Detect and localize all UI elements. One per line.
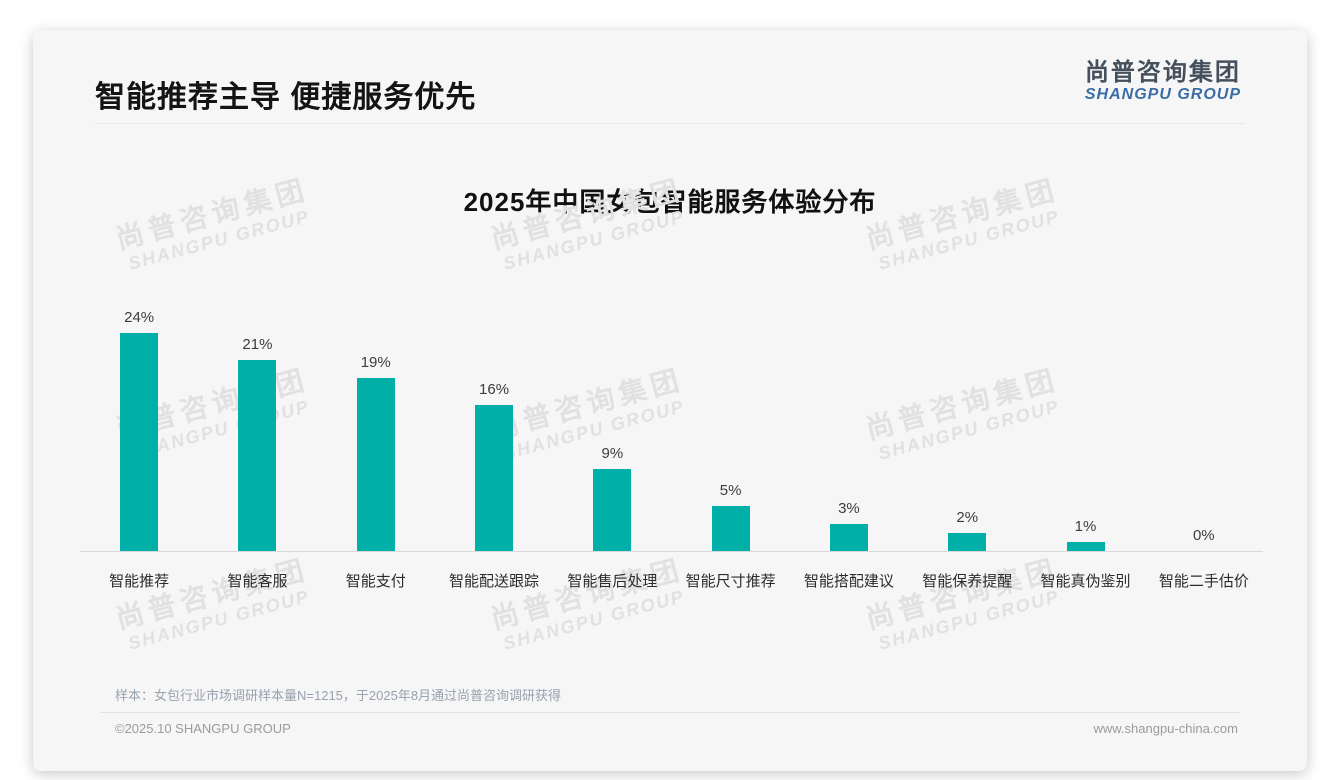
bar [356, 378, 395, 551]
category-label: 智能支付 [345, 573, 406, 590]
company-logo: 尚普咨询集团 SHANGPU GROUP [1084, 59, 1241, 104]
bar [475, 405, 514, 551]
category-label: 智能配送跟踪 [449, 573, 540, 590]
bar-column: 9% [553, 300, 671, 551]
logo-chinese-text: 尚普咨询集团 [1084, 59, 1241, 86]
bar-column: 16% [435, 300, 553, 551]
bar [1066, 541, 1105, 551]
plot-area: 24% 21% 19% 16% 9% 5% 3% 2% 1% 0% [80, 300, 1263, 552]
bar [120, 332, 159, 551]
bar [593, 469, 632, 551]
bar [711, 505, 750, 551]
category-label: 智能尺寸推荐 [685, 573, 776, 590]
copyright-text: ©2025.10 SHANGPU GROUP [115, 721, 291, 736]
bar-value-label: 1% [1074, 517, 1097, 535]
logo-english-text: SHANGPU GROUP [1084, 86, 1241, 104]
bar-column: 19% [317, 300, 435, 551]
category-label: 智能售后处理 [567, 573, 658, 590]
bar-value-label: 16% [479, 381, 510, 399]
bar-value-label: 9% [601, 445, 624, 463]
page-title: 智能推荐主导 便捷服务优先 [95, 81, 477, 114]
category-label: 智能搭配建议 [803, 573, 894, 590]
bar-column: 21% [198, 300, 316, 551]
category-label: 智能保养提醒 [922, 573, 1013, 590]
bar-value-label: 3% [838, 499, 860, 517]
bar [948, 532, 987, 551]
sample-note: 样本：女包行业市场调研样本量N=1215，于2025年8月通过尚普咨询调研获得 [115, 688, 562, 703]
x-axis-labels: 智能推荐 智能客服 智能支付 智能配送跟踪 智能售后处理 智能尺寸推荐 智能搭配建议 智能保养… [80, 570, 1263, 591]
bar-value-label: 0% [1192, 527, 1215, 544]
bar-value-label: 24% [124, 308, 155, 326]
bar [238, 359, 277, 551]
bar-column: 24% [80, 300, 198, 551]
website-text: www.shangpu-china.com [1093, 721, 1238, 736]
category-label: 智能客服 [227, 573, 288, 590]
category-label: 智能推荐 [109, 573, 170, 590]
bar-value-label: 21% [242, 335, 273, 353]
bar-value-label: 5% [719, 481, 742, 499]
bar-value-label: 2% [956, 508, 979, 526]
footer-divider [100, 712, 1240, 713]
bar [829, 523, 868, 551]
header-divider [95, 123, 1245, 124]
chart-title: 2025年中国女包智能服务体验分布 [463, 187, 877, 217]
slide-card: 智能推荐主导 便捷服务优先 尚普咨询集团 SHANGPU GROUP 2025年… [33, 30, 1307, 771]
bar-column: 1% [1026, 300, 1144, 551]
bar-column: 0% [1145, 300, 1263, 551]
bar-column: 5% [671, 300, 789, 551]
bar-column: 2% [908, 300, 1026, 551]
bar-column: 3% [790, 300, 908, 551]
category-label: 智能二手估价 [1158, 573, 1249, 590]
category-label: 智能真伪鉴别 [1040, 573, 1131, 590]
bar-value-label: 19% [360, 354, 391, 372]
